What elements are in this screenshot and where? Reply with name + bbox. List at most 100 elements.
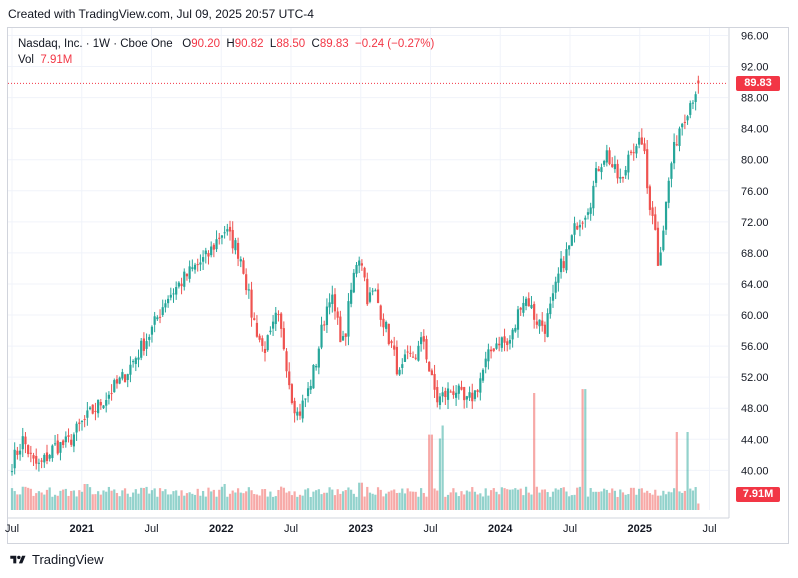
candle-body xyxy=(568,245,571,250)
candle xyxy=(409,345,412,358)
candle-body xyxy=(40,460,43,462)
candle xyxy=(282,321,285,351)
candle-body xyxy=(411,356,415,358)
candle-body xyxy=(72,434,76,447)
volume-bar xyxy=(261,489,264,510)
volume-bar xyxy=(664,494,668,510)
candle xyxy=(508,335,512,350)
candle-body xyxy=(344,333,347,337)
candle-body xyxy=(271,321,275,329)
candle-body xyxy=(352,272,355,293)
tradingview-logo-icon xyxy=(10,555,26,563)
candle xyxy=(72,432,76,453)
candle-body xyxy=(333,294,337,312)
candle xyxy=(210,241,213,258)
volume-bar xyxy=(600,491,603,510)
volume-bar xyxy=(140,487,143,510)
candle xyxy=(215,230,218,252)
volume-bar xyxy=(204,496,207,510)
candle-body xyxy=(18,450,22,455)
volume-bar xyxy=(535,486,538,510)
candle-body xyxy=(185,273,189,277)
candle xyxy=(527,292,530,307)
candle xyxy=(296,407,299,421)
candle-body xyxy=(498,343,501,346)
candle xyxy=(460,380,463,391)
candle xyxy=(689,100,692,119)
volume-bar xyxy=(401,488,404,510)
candle xyxy=(425,335,428,363)
candle xyxy=(624,165,627,179)
volume-bar xyxy=(406,488,409,510)
volume-bar xyxy=(250,490,253,510)
volume-bar xyxy=(347,487,350,510)
volume-bar xyxy=(236,488,240,510)
candle-body xyxy=(10,471,14,473)
volume-bar xyxy=(43,494,46,510)
candle xyxy=(24,432,27,454)
volume-bar xyxy=(387,491,390,510)
volume-bar xyxy=(576,487,579,510)
candle-body xyxy=(651,207,654,216)
candle xyxy=(632,143,635,161)
candle xyxy=(522,296,525,317)
candle-body xyxy=(543,324,547,334)
symbol-label[interactable]: Nasdaq, Inc. · 1W · Cboe One xyxy=(18,38,173,50)
candle-body xyxy=(368,292,372,302)
chart-frame[interactable] xyxy=(7,27,789,544)
candle xyxy=(199,254,202,271)
volume-bar xyxy=(115,492,119,510)
candle-body xyxy=(619,177,622,179)
candle-body xyxy=(231,229,234,249)
volume-bar xyxy=(449,492,452,510)
volume-bar xyxy=(500,487,503,510)
volume-bar xyxy=(271,496,275,510)
volume-bar xyxy=(118,496,121,510)
volume-bar xyxy=(317,489,320,510)
candle-body xyxy=(654,214,657,230)
volume-bar xyxy=(441,425,444,510)
high-value: 90.82 xyxy=(234,38,264,50)
candle-body xyxy=(336,311,339,318)
candle xyxy=(551,284,555,308)
candle xyxy=(675,135,678,147)
volume-bar xyxy=(32,495,35,510)
candle-body xyxy=(43,454,46,463)
candle-body xyxy=(551,293,555,301)
candle xyxy=(360,259,363,271)
candle xyxy=(640,128,643,146)
volume-bar xyxy=(646,490,649,510)
candle-body xyxy=(253,318,256,320)
candle-body xyxy=(183,271,186,287)
candle-body xyxy=(118,377,121,384)
candle xyxy=(121,368,124,381)
footer-brand[interactable]: TradingView xyxy=(10,552,104,567)
volume-bar xyxy=(27,487,30,510)
candle-body xyxy=(629,151,633,153)
candle-body xyxy=(492,348,495,351)
candle xyxy=(476,389,479,398)
volume-bar xyxy=(382,496,385,510)
candle-body xyxy=(522,302,525,313)
candle xyxy=(422,329,425,350)
volume-bar xyxy=(506,489,509,510)
candle-body xyxy=(363,267,366,278)
candle xyxy=(247,283,250,299)
volume-bar xyxy=(167,494,170,510)
candle-body xyxy=(549,303,552,315)
candle xyxy=(250,281,253,327)
volume-bar xyxy=(565,491,568,510)
candle-body xyxy=(341,336,345,341)
candle xyxy=(53,434,57,446)
candle-body xyxy=(662,230,665,251)
volume-bar xyxy=(455,492,458,510)
volume-bar xyxy=(681,492,684,510)
volume-bar xyxy=(134,489,137,510)
candle-body xyxy=(339,316,342,343)
candle-body xyxy=(611,164,614,167)
volume-bar xyxy=(530,494,533,510)
candle xyxy=(341,330,345,341)
volume-bar xyxy=(495,491,498,510)
candle-body xyxy=(80,421,84,423)
